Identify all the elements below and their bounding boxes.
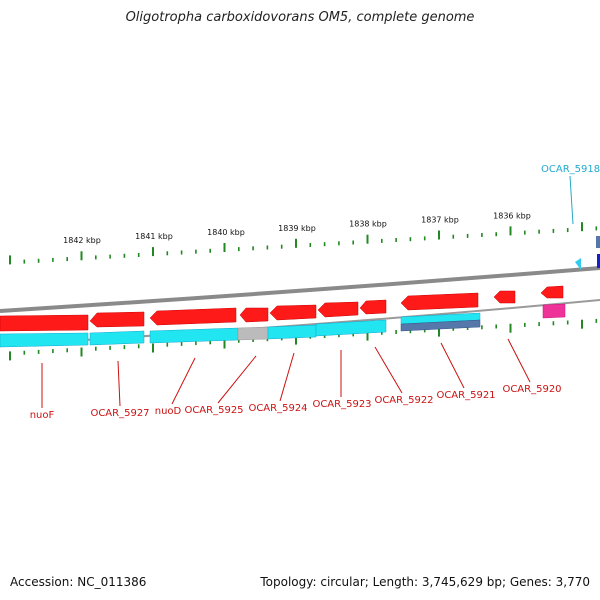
cds-track	[0, 285, 564, 332]
leader-line	[279, 352, 295, 402]
cds-nuoD[interactable]	[149, 307, 237, 326]
gene-OCAR_5917[interactable]	[597, 254, 600, 268]
leader-line	[507, 338, 531, 383]
gene-OCAR_5918-arrow[interactable]	[575, 258, 581, 270]
gene-label: OCAR_5924	[248, 403, 307, 414]
cds-OCAR_5924[interactable]	[269, 304, 317, 321]
topology-text: Topology: circular; Length: 3,745,629 bp…	[260, 575, 590, 589]
gene-label: nuoD	[155, 406, 182, 417]
gene-OCAR_5918[interactable]	[596, 236, 600, 248]
cds-OCAR_5927[interactable]	[89, 311, 145, 328]
gene-labels: nuoF OCAR_5927 nuoD OCAR_5925 OCAR_5924 OCAR_…	[30, 384, 562, 421]
kbp-label: 1841 kbp	[135, 232, 173, 241]
genome-backbone	[0, 266, 600, 313]
gene-label-OCAR_5918: OCAR_5918	[541, 164, 600, 175]
kbp-label: 1836 kbp	[493, 211, 531, 220]
leader-line	[171, 357, 196, 405]
gene-label: nuoF	[30, 410, 55, 421]
kbp-label: 1839 kbp	[278, 224, 316, 233]
kbp-label: 1840 kbp	[207, 228, 245, 237]
gene-label: OCAR_5925	[184, 405, 243, 416]
leader-OCAR_5918	[569, 175, 574, 225]
cds-OCAR_5923[interactable]	[317, 301, 359, 318]
gene-OCAR_5924[interactable]	[267, 324, 317, 340]
cds-OCAR_5922[interactable]	[359, 299, 387, 315]
gene-OCAR_5927[interactable]	[89, 330, 145, 346]
kbp-label: 1838 kbp	[349, 220, 387, 229]
gene-label: OCAR_5920	[502, 384, 561, 395]
kbp-label: 1837 kbp	[421, 216, 459, 225]
cds-OCAR_5920[interactable]	[493, 290, 516, 304]
accession-text: Accession: NC_011386	[10, 575, 147, 589]
gene-label: OCAR_5927	[90, 408, 149, 419]
cds-OCAR_5919[interactable]	[540, 285, 564, 299]
gene-nuoF[interactable]	[0, 332, 89, 348]
outer-tick-ring	[9, 222, 598, 265]
kbp-label: 1842 kbp	[63, 236, 101, 245]
gene-label: OCAR_5921	[436, 390, 495, 401]
leader-line	[217, 355, 257, 404]
leader-line	[440, 342, 465, 389]
kbp-labels: 1842 kbp 1841 kbp 1840 kbp 1839 kbp 1838 kbp…	[63, 211, 531, 245]
cds-OCAR_5925[interactable]	[239, 307, 269, 323]
misc-OCAR_5921[interactable]	[400, 319, 481, 332]
gene-label: OCAR_5923	[312, 399, 371, 410]
cds-OCAR_5921[interactable]	[400, 292, 479, 311]
gene-OCAR_5923[interactable]	[315, 319, 387, 337]
gene-label: OCAR_5922	[374, 395, 433, 406]
forward-track	[575, 236, 600, 270]
leader-line	[117, 360, 121, 407]
pseudogene-OCAR_5925[interactable]	[237, 326, 269, 341]
map-title: Oligotropha carboxidovorans OM5, complet…	[125, 10, 475, 25]
gene-track	[0, 303, 566, 348]
label-leader-lines	[41, 338, 531, 408]
leader-line	[374, 346, 403, 394]
cds-nuoF[interactable]	[0, 314, 89, 332]
rna-OCAR_5919[interactable]	[542, 303, 566, 319]
